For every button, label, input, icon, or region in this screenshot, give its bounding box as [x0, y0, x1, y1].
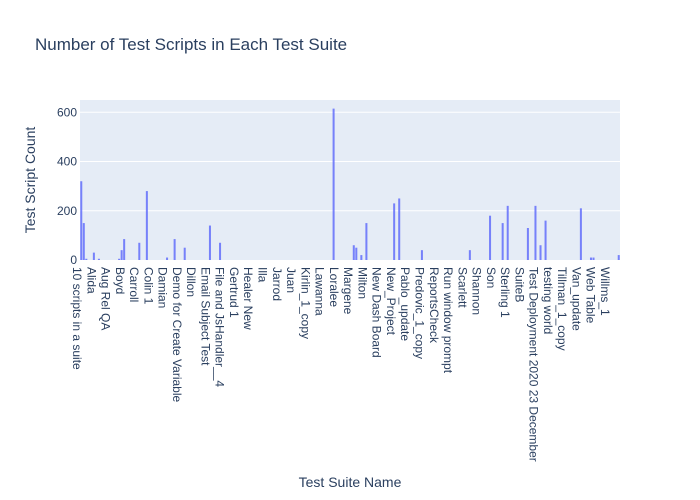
x-tick-label: SuiteB — [512, 267, 526, 302]
x-tick-label: Scarlett — [455, 267, 469, 308]
bar — [85, 258, 88, 260]
x-tick-label: File and JsHandler__4 — [213, 267, 227, 387]
x-tick-label: Juan — [284, 267, 298, 293]
x-tick-label: Email Subject Test — [198, 267, 212, 366]
bar — [468, 250, 471, 260]
bar — [526, 228, 529, 260]
bar — [352, 245, 355, 260]
bar — [219, 242, 222, 260]
x-tick-label: Carroll — [127, 267, 141, 302]
bar — [82, 223, 85, 260]
x-tick-label: Predovic_1_copy — [412, 267, 426, 359]
x-tick-label: Van_update — [569, 267, 583, 331]
x-tick-label: Boyd — [113, 267, 127, 294]
x-tick-label: Dillon — [184, 267, 198, 297]
bar — [166, 257, 169, 260]
x-tick-label: Shannon — [470, 267, 484, 315]
x-tick-label: Test Deployment 2020 23 December — [527, 267, 541, 462]
y-tick-label: 0 — [70, 253, 77, 267]
x-tick-label: Loralee — [327, 267, 341, 307]
bar — [393, 203, 396, 260]
x-tick-labels: 10 scripts in a suite Alida Aug Rel QA Boyd… — [70, 267, 612, 462]
bar — [97, 258, 100, 260]
x-tick-label: Aug Rel QA — [99, 267, 113, 330]
chart-title: Number of Test Scripts in Each Test Suit… — [35, 35, 347, 54]
bars — [80, 108, 620, 260]
x-tick-label: New_Project — [384, 267, 398, 336]
y-axis-title: Test Script Count — [22, 127, 38, 234]
bar — [420, 250, 423, 260]
x-tick-label: Willms_1 — [598, 267, 612, 316]
bar — [539, 245, 542, 260]
x-tick-label: Pablo_update — [398, 267, 412, 341]
bar — [617, 255, 620, 260]
y-tick-label: 200 — [57, 204, 77, 218]
bar — [544, 220, 547, 260]
bar — [120, 250, 123, 260]
x-tick-label: Son — [484, 267, 498, 288]
bar — [501, 223, 504, 260]
x-tick-label: Damian — [156, 267, 170, 308]
bar — [534, 205, 537, 260]
y-tick-labels: 0 200 400 600 — [57, 105, 77, 267]
x-tick-label: Illa — [256, 267, 270, 283]
grid-lines — [80, 111, 620, 212]
x-tick-label: Healer New — [241, 267, 255, 330]
bar — [579, 208, 582, 260]
x-tick-label: Demo for Create Variable — [170, 267, 184, 402]
bar — [332, 108, 335, 260]
x-tick-label: Gertrud 1 — [227, 267, 241, 318]
bar — [138, 242, 141, 260]
x-tick-label: Kirlin_1_copy — [298, 267, 312, 339]
x-tick-label: 10 scripts in a suite — [70, 267, 84, 370]
x-tick-label: Margene — [341, 267, 355, 315]
x-tick-label: Tillman_1_copy — [555, 267, 569, 351]
y-tick-label: 400 — [57, 155, 77, 169]
plot-background — [80, 100, 620, 260]
bar — [173, 239, 176, 260]
bar — [80, 181, 83, 260]
bar — [365, 223, 368, 260]
bar — [208, 225, 211, 260]
x-tick-label: Jarrod — [270, 267, 284, 301]
x-tick-label: testing world — [541, 267, 555, 334]
x-tick-label: Run window prompt — [441, 267, 455, 374]
bar — [489, 215, 492, 260]
bar — [145, 191, 148, 260]
bar — [398, 198, 401, 260]
bar — [506, 205, 509, 260]
bar — [592, 257, 595, 260]
bar — [589, 257, 592, 260]
x-tick-label: Web Table — [584, 267, 598, 324]
bar — [118, 258, 121, 260]
x-axis-title: Test Suite Name — [299, 474, 402, 490]
y-tick-label: 600 — [57, 105, 77, 119]
x-tick-label: Alida — [84, 267, 98, 294]
x-tick-label: Milton — [355, 267, 369, 299]
x-tick-label: ReportsCheck — [427, 267, 441, 344]
bar — [123, 239, 126, 260]
bar — [360, 255, 363, 260]
x-tick-label: Sterling 1 — [498, 267, 512, 318]
bar — [183, 247, 186, 260]
x-tick-label: Colin 1 — [141, 267, 155, 305]
bar — [92, 252, 95, 260]
bar — [355, 247, 358, 260]
x-tick-label: New Dash Board — [370, 267, 384, 358]
x-tick-label: Lawanna — [313, 267, 327, 316]
